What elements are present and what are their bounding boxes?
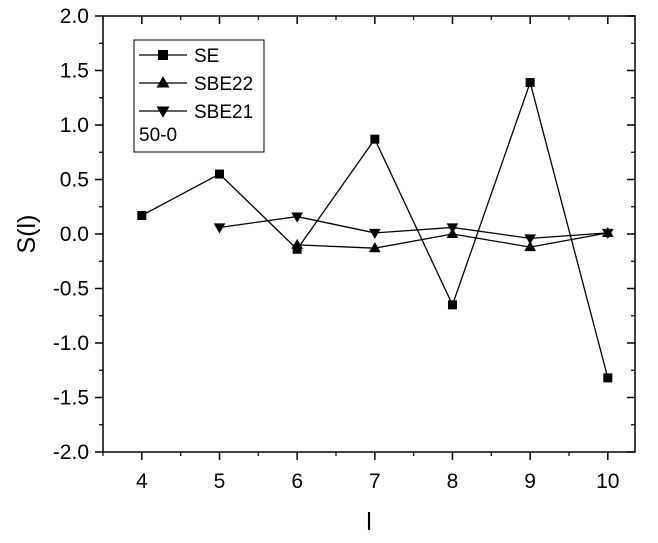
data-point-se — [137, 210, 147, 220]
legend-note: 50-0 — [139, 125, 177, 146]
tick-labels: 4 5 6 7 8 9 10 2.0 1.5 1.0 0.5 0.0 -0.5 -1.0 -1.5 -2.0 — [53, 5, 620, 493]
series-layer — [137, 77, 614, 383]
y-tick-label: -1.5 — [53, 387, 89, 410]
x-tick-label: 5 — [214, 470, 226, 493]
data-point-se — [447, 300, 457, 310]
legend-entries: SE SBE22 SBE21 — [139, 46, 253, 123]
y-tick-label: 1.5 — [60, 60, 89, 83]
data-point-se — [370, 134, 380, 144]
x-tick-label: 9 — [524, 470, 536, 493]
legend-label-sbe22: SBE22 — [194, 74, 253, 95]
x-tick-label: 10 — [596, 470, 619, 493]
legend-marker-sbe21 — [156, 106, 170, 118]
y-tick-label: -1.0 — [53, 332, 89, 355]
data-point-sbe21 — [368, 228, 381, 239]
data-point-sbe21 — [213, 223, 226, 234]
y-axis-title: S(l) — [13, 215, 41, 254]
data-point-sbe21 — [601, 228, 614, 239]
data-point-sbe21 — [291, 212, 304, 223]
x-tick-label: 8 — [447, 470, 459, 493]
legend-label-sbe21: SBE21 — [194, 102, 253, 123]
y-tick-label: 1.0 — [60, 114, 89, 137]
legend-marker-se — [158, 50, 168, 60]
y-tick-label: 0.5 — [60, 169, 89, 192]
ticks — [95, 15, 635, 460]
data-point-se — [214, 169, 224, 179]
x-tick-label: 6 — [291, 470, 303, 493]
y-tick-label: -0.5 — [53, 278, 89, 301]
data-point-sbe21 — [446, 223, 459, 234]
legend-marker-sbe22 — [156, 76, 170, 88]
series-line-sbe21 — [219, 215, 608, 240]
data-point-sbe22 — [291, 238, 304, 249]
data-point-se — [525, 77, 535, 87]
y-tick-label: 2.0 — [60, 5, 89, 28]
legend-label-se: SE — [194, 46, 219, 67]
y-tick-label: 0.0 — [60, 223, 89, 246]
legend: SE SBE22 SBE21 50-0 — [133, 39, 265, 153]
x-tick-label: 4 — [136, 470, 148, 493]
data-point-se — [603, 373, 613, 383]
data-point-sbe22 — [368, 242, 381, 253]
data-point-sbe22 — [524, 241, 537, 252]
legend-box — [133, 39, 265, 153]
data-point-se — [292, 244, 302, 254]
y-tick-label: -2.0 — [53, 441, 89, 464]
x-tick-label: 7 — [369, 470, 381, 493]
data-point-sbe21 — [524, 234, 537, 245]
x-axis-title: l — [366, 508, 372, 536]
